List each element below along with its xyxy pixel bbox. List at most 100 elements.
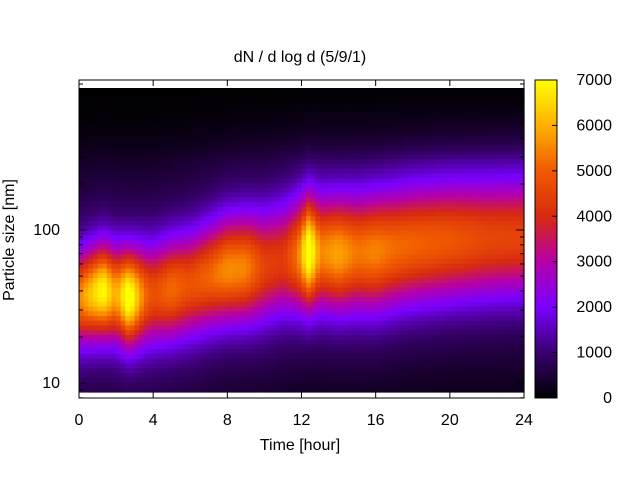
heatmap-cell [143, 126, 150, 132]
heatmap-cell [431, 368, 437, 374]
heatmap-cell [333, 335, 340, 341]
heatmap-cell [324, 107, 330, 113]
heatmap-cell [250, 230, 256, 236]
heatmap-cell [259, 211, 266, 217]
heatmap-cell [347, 244, 354, 251]
heatmap-cell [273, 92, 279, 99]
heatmap-cell [213, 225, 219, 232]
heatmap-cell [361, 145, 367, 151]
heatmap-cell [171, 235, 177, 241]
heatmap-cell [259, 297, 266, 303]
heatmap-cell [384, 316, 391, 322]
heatmap-cell [241, 320, 247, 327]
heatmap-cell [236, 221, 242, 227]
heatmap-cell [116, 273, 122, 279]
heatmap-cell [139, 235, 145, 241]
heatmap-cell [213, 135, 219, 141]
heatmap-cell [329, 221, 335, 227]
heatmap-cell [435, 282, 442, 289]
chart-title: dN / d log d (5/9/1) [234, 49, 367, 66]
heatmap-cell [97, 297, 103, 303]
heatmap-cell [153, 206, 159, 213]
heatmap-cell [111, 263, 117, 270]
heatmap-cell [157, 344, 164, 350]
heatmap-cell [102, 330, 108, 336]
heatmap-cell [278, 145, 284, 151]
heatmap-cell [338, 358, 344, 365]
heatmap-cell [264, 354, 270, 360]
heatmap-cell [120, 135, 126, 141]
heatmap-cell [417, 339, 423, 346]
heatmap-cell [106, 373, 113, 379]
heatmap-cell [157, 192, 164, 198]
heatmap-cell [394, 349, 400, 355]
heatmap-cell [343, 202, 349, 208]
heatmap-cell [435, 206, 442, 213]
heatmap-cell [366, 154, 372, 160]
heatmap-cell [111, 358, 117, 365]
heatmap-cell [222, 335, 228, 341]
heatmap-cell [236, 149, 242, 156]
heatmap-cell [171, 216, 177, 222]
heatmap-cell [162, 377, 168, 384]
heatmap-cell [227, 335, 233, 341]
heatmap-cell [431, 330, 437, 336]
heatmap-cell [231, 178, 238, 184]
heatmap-cell [426, 135, 432, 141]
heatmap-cell [394, 244, 400, 251]
heatmap-cell [384, 259, 391, 265]
heatmap-cell [92, 282, 99, 289]
heatmap-cell [204, 149, 210, 156]
heatmap-cell [431, 206, 437, 213]
heatmap-cell [88, 92, 94, 99]
heatmap-cell [83, 88, 89, 94]
heatmap-cell [301, 325, 307, 331]
heatmap-cell [408, 311, 414, 317]
heatmap-cell [282, 335, 289, 341]
heatmap-cell [79, 140, 85, 146]
heatmap-cell [213, 159, 219, 165]
heatmap-cell [403, 126, 409, 132]
heatmap-cell [79, 320, 85, 327]
heatmap-cell [329, 173, 335, 179]
heatmap-cell [357, 240, 363, 246]
heatmap-cell [389, 230, 395, 236]
heatmap-cell [412, 282, 418, 289]
heatmap-cell [301, 311, 307, 317]
heatmap-cell [171, 140, 177, 146]
heatmap-cell [398, 173, 405, 179]
heatmap-cell [157, 159, 164, 165]
heatmap-cell [306, 145, 312, 151]
heatmap-cell [324, 278, 330, 284]
heatmap-cell [306, 259, 312, 265]
heatmap-cell [241, 192, 247, 198]
heatmap-cell [185, 187, 191, 194]
heatmap-cell [222, 354, 228, 360]
heatmap-cell [218, 368, 224, 374]
heatmap-cell [139, 206, 145, 213]
heatmap-cell [435, 168, 442, 175]
heatmap-cell [315, 135, 321, 141]
heatmap-cell [371, 282, 377, 289]
heatmap-cell [167, 249, 173, 255]
heatmap-cell [310, 92, 317, 99]
heatmap-cell [79, 183, 85, 189]
heatmap-cell [422, 325, 428, 331]
heatmap-cell [245, 173, 252, 179]
heatmap-cell [92, 140, 99, 146]
heatmap-cell [347, 206, 354, 213]
heatmap-cell [111, 230, 117, 236]
heatmap-cell [97, 358, 103, 365]
heatmap-cell [171, 377, 177, 384]
heatmap-cell [204, 168, 210, 175]
heatmap-cell [143, 278, 150, 284]
heatmap-cell [79, 116, 85, 122]
heatmap-cell [282, 111, 289, 118]
heatmap-cell [310, 159, 317, 165]
heatmap-cell [273, 316, 279, 322]
heatmap-cell [333, 154, 340, 160]
heatmap-cell [190, 273, 196, 279]
heatmap-cell [352, 259, 358, 265]
heatmap-cell [417, 211, 423, 217]
heatmap-cell [245, 292, 252, 298]
